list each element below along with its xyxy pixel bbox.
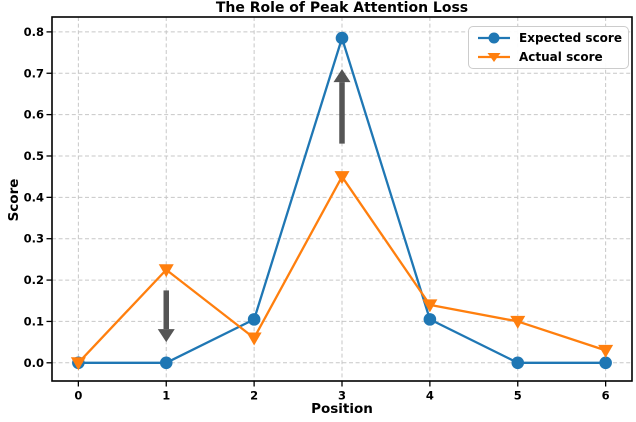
y-tick-label: 0.5 — [24, 149, 44, 163]
marker-actual-pos-0 — [70, 357, 86, 371]
marker-actual-pos-3 — [334, 171, 350, 185]
y-tick-label: 0.3 — [24, 232, 44, 246]
legend-triangle-down-marker-icon — [487, 52, 501, 62]
x-tick-label: 1 — [162, 389, 170, 403]
y-tick-label: 0.4 — [24, 190, 44, 204]
marker-actual-pos-4 — [422, 299, 438, 313]
marker-expected-pos-6 — [599, 356, 612, 370]
x-tick-label: 6 — [602, 389, 610, 403]
legend-label-expected-score: Expected score — [519, 31, 622, 46]
x-axis-label: Position — [311, 401, 373, 417]
y-tick-label: 0.2 — [24, 273, 44, 287]
x-tick-label: 3 — [338, 389, 346, 403]
chart-title: The Role of Peak Attention Loss — [215, 0, 469, 16]
legend-item-expected-score: Expected score — [476, 29, 622, 48]
y-tick-label: 0.1 — [24, 314, 44, 328]
marker-expected-pos-4 — [423, 313, 437, 326]
marker-actual-pos-5 — [510, 315, 526, 329]
expected-score-marker-icon — [478, 32, 510, 44]
marker-actual-pos-2 — [246, 332, 262, 346]
marker-expected-pos-2 — [247, 313, 261, 326]
y-tick-label: 0.6 — [24, 108, 44, 122]
legend-label-actual-score: Actual score — [519, 49, 603, 64]
legend-circle-marker-icon — [488, 32, 500, 44]
legend: Expected score Actual score — [468, 26, 629, 69]
marker-actual-pos-1 — [158, 264, 174, 278]
plot-border — [51, 16, 633, 382]
marker-expected-pos-3 — [335, 31, 349, 45]
y-tick-label: 0.7 — [24, 66, 44, 80]
arrow-down-annotation — [157, 329, 175, 343]
x-tick-label: 2 — [250, 389, 258, 403]
y-tick-label: 0.0 — [24, 356, 44, 370]
marker-expected-pos-5 — [511, 356, 525, 370]
marker-actual-pos-6 — [598, 344, 614, 358]
x-tick-label: 5 — [514, 389, 522, 403]
arrow-up-annotation — [333, 69, 351, 83]
actual-score-marker-icon — [478, 52, 510, 62]
x-tick-label: 4 — [426, 389, 434, 403]
x-tick-label: 0 — [74, 389, 82, 403]
legend-item-actual-score: Actual score — [476, 48, 621, 67]
marker-expected-pos-1 — [159, 356, 173, 370]
y-tick-label: 0.8 — [24, 25, 44, 39]
